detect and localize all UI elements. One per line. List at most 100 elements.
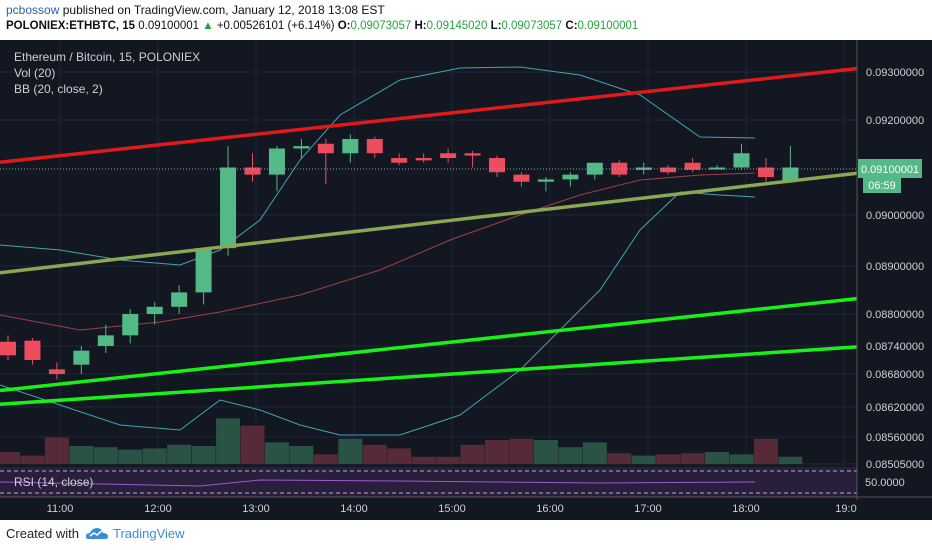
time-axis-label: 11:00 <box>47 503 74 515</box>
candle-body[interactable] <box>440 153 457 158</box>
candle-body[interactable] <box>733 153 750 168</box>
candle-body[interactable] <box>684 162 701 170</box>
volume-bar <box>753 438 778 464</box>
volume-bar <box>411 456 436 464</box>
bb-upper-band <box>0 66 756 266</box>
price-axis-label: 0.08680000 <box>866 369 924 381</box>
candle-body[interactable] <box>97 335 114 346</box>
price-axis-label: 0.08900000 <box>866 261 924 273</box>
trend-lines[interactable] <box>0 66 858 406</box>
rsi-pane <box>0 467 857 497</box>
candle-body[interactable] <box>366 139 383 154</box>
trend-line-green-upper[interactable] <box>0 296 858 393</box>
trend-line-red[interactable] <box>0 66 858 165</box>
candle-body[interactable] <box>464 153 481 156</box>
volume-bar <box>93 447 118 464</box>
footer: Created with TradingView <box>0 520 932 550</box>
candle-body[interactable] <box>391 158 408 163</box>
candle-body[interactable] <box>562 174 579 180</box>
volume-bar <box>533 440 558 464</box>
volume-bar <box>240 425 265 464</box>
countdown-label: 06:59 <box>868 180 896 192</box>
tradingview-link[interactable]: TradingView <box>113 526 185 541</box>
rsi-axis-label: 50.0000 <box>865 477 905 489</box>
time-axis[interactable]: 11:00 12:00 13:00 14:00 15:00 16:00 17:00 18:00… <box>47 503 857 515</box>
candle-body[interactable] <box>757 167 774 178</box>
candle-body[interactable] <box>0 341 16 356</box>
high-label: H: <box>414 20 427 32</box>
candle-body[interactable] <box>513 174 530 182</box>
volume-bar <box>313 454 338 464</box>
time-axis-label: 16:00 <box>536 503 564 515</box>
volume-bar <box>705 452 730 464</box>
ohlc-bar: POLONIEX:ETHBTC, 15 0.09100001 ▲ +0.0052… <box>6 20 638 32</box>
candle-body[interactable] <box>24 340 41 360</box>
rsi-line <box>0 479 756 487</box>
candle-body[interactable] <box>73 350 90 365</box>
axes: 0.09300000 0.09200000 0.09000000 0.08900000… <box>0 40 932 515</box>
price-axis[interactable]: 0.09300000 0.09200000 0.09000000 0.08900000… <box>866 67 924 471</box>
author-link[interactable]: pcbossow <box>6 3 60 17</box>
chart-header: pcbossow published on TradingView.com, J… <box>0 0 932 40</box>
low-value: 0.09073057 <box>501 20 563 32</box>
open-value: 0.09073057 <box>350 20 412 32</box>
time-axis-label: 14:00 <box>340 503 368 515</box>
close-value: 0.09100001 <box>577 20 639 32</box>
change-up-icon: ▲ <box>202 20 214 32</box>
trend-line-green-lower[interactable] <box>0 345 858 406</box>
candle-body[interactable] <box>195 248 212 293</box>
price-axis-label: 0.09300000 <box>866 67 924 79</box>
price-axis-label: 0.08620000 <box>866 402 924 414</box>
legend-volume[interactable]: Vol (20) <box>14 66 55 80</box>
candle-body[interactable] <box>342 139 359 154</box>
created-with-label: Created with <box>6 526 79 541</box>
candle-body[interactable] <box>611 162 628 175</box>
bb-basis <box>0 172 756 331</box>
volume-bar <box>558 447 583 464</box>
volume-bar <box>167 444 192 464</box>
price-axis-label: 0.08505000 <box>866 459 924 471</box>
legend-rsi[interactable]: RSI (14, close) <box>14 475 93 489</box>
price-axis-label: 0.08800000 <box>866 309 924 321</box>
legend-title[interactable]: Ethereum / Bitcoin, 15, POLONIEX <box>14 50 200 64</box>
candle-body[interactable] <box>660 167 677 173</box>
legend-bb[interactable]: BB (20, close, 2) <box>14 82 103 96</box>
candle-body[interactable] <box>635 167 652 170</box>
high-value: 0.09145020 <box>426 20 488 32</box>
candle-body[interactable] <box>415 158 432 161</box>
candle-body[interactable] <box>244 167 261 175</box>
bollinger-bands <box>0 66 756 436</box>
volume-bar <box>680 453 705 464</box>
candle-body[interactable] <box>146 306 163 314</box>
volume-bar <box>509 438 534 464</box>
candle-body[interactable] <box>268 148 285 175</box>
volume-bar <box>69 446 94 464</box>
trend-line-olive[interactable] <box>0 171 858 275</box>
price-axis-label: 0.08740000 <box>866 341 924 353</box>
volume-bar <box>582 442 607 464</box>
bb-lower-band <box>0 191 756 436</box>
volume-bar <box>729 454 754 464</box>
price-chart[interactable]: 0.09300000 0.09200000 0.09000000 0.08900000… <box>0 40 932 520</box>
candle-body[interactable] <box>293 146 310 149</box>
candle-body[interactable] <box>171 292 188 307</box>
volume-bar <box>656 454 681 464</box>
volume-bar <box>118 449 143 464</box>
candle-body[interactable] <box>122 314 139 336</box>
time-axis-label: 12:00 <box>144 503 172 515</box>
candle-body[interactable] <box>537 179 554 182</box>
candle-body[interactable] <box>220 167 237 249</box>
time-axis-label: 19:0 <box>835 503 856 515</box>
candle-body[interactable] <box>48 369 65 374</box>
candle-body[interactable] <box>782 167 799 181</box>
low-label: L: <box>490 20 502 32</box>
volume-bar <box>216 418 241 464</box>
rsi-axis-box <box>862 475 918 489</box>
volume-bar <box>142 448 167 464</box>
candle-body[interactable] <box>317 143 334 154</box>
volume-bar <box>485 440 509 464</box>
volume-bar <box>264 442 289 464</box>
symbol-label: POLONIEX:ETHBTC, 15 <box>6 20 136 32</box>
candle-body[interactable] <box>489 158 505 173</box>
time-axis-label: 13:00 <box>242 503 270 515</box>
